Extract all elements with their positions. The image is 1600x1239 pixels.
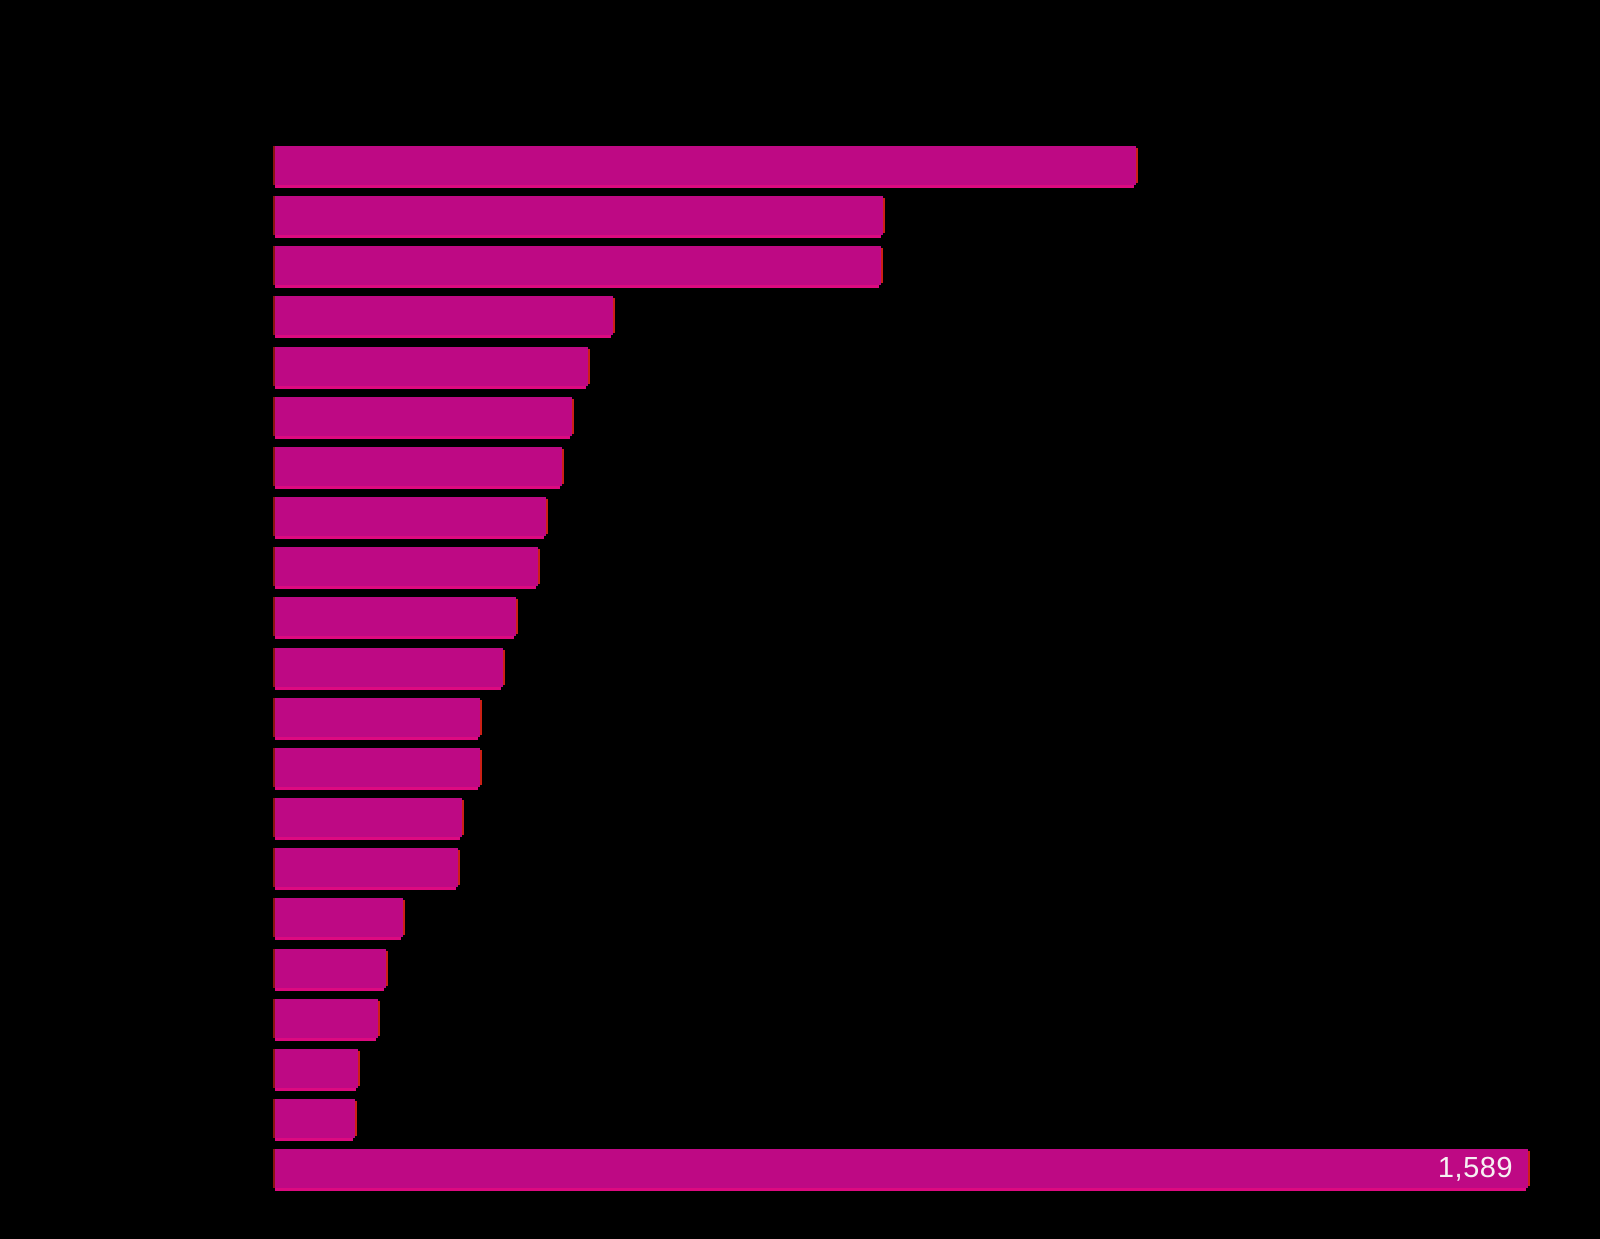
bar: [273, 347, 588, 386]
bar: [273, 848, 458, 887]
bar: [273, 447, 562, 486]
bar: [273, 1099, 355, 1138]
bar: [273, 648, 503, 687]
bar: [273, 597, 516, 636]
bar: [273, 547, 538, 586]
bar: [273, 146, 1136, 185]
bar: [273, 296, 613, 335]
bar: [273, 497, 546, 536]
bar: [273, 397, 572, 436]
bar: [273, 698, 480, 737]
bar: [273, 1049, 358, 1088]
bar: [273, 196, 883, 235]
bar: [273, 246, 881, 285]
total-bar: 1,589: [273, 1149, 1528, 1188]
total-value-label: 1,589: [1437, 1152, 1513, 1184]
bar: [273, 798, 462, 837]
bar: [273, 898, 403, 937]
bar: [273, 949, 386, 988]
bar: [273, 748, 480, 787]
bar: [273, 999, 378, 1038]
